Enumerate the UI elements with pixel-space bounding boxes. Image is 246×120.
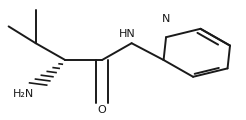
Text: HN: HN <box>119 29 136 39</box>
Text: N: N <box>162 14 170 24</box>
Text: H₂N: H₂N <box>13 89 34 99</box>
Text: O: O <box>98 105 107 115</box>
